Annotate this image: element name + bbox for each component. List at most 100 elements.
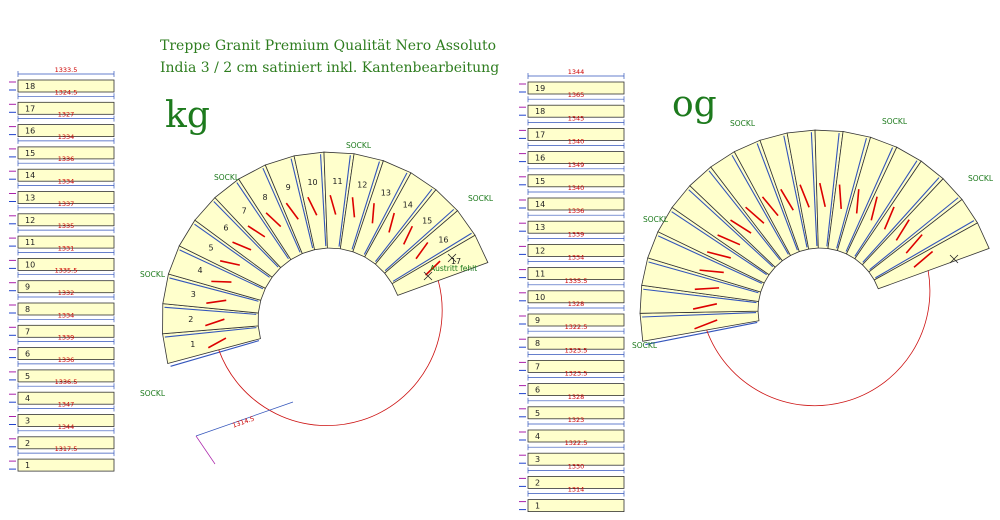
tread-nosing (384, 208, 455, 272)
kg-step-row: 1334 15 (9, 133, 115, 160)
og-step-tread (527, 359, 625, 373)
kg-step-row: 1317.5 1 (9, 445, 115, 472)
kg-step-tread (17, 458, 115, 472)
kg-step-list: 1333.5181324.517132716133415133614133413… (9, 66, 115, 472)
tread-nosing (845, 147, 894, 252)
kg-step-dimension: 1331 (58, 244, 75, 252)
kg-step-tread (17, 168, 115, 182)
og-step-tread (527, 406, 625, 420)
kg-step-tread (17, 124, 115, 137)
sockel-label: SOCKL (643, 215, 669, 224)
red-mark (730, 219, 752, 234)
tread-nosing (869, 197, 959, 271)
kg-step-tread (17, 79, 115, 93)
kg-step-row: 1327 16 (9, 111, 115, 137)
spiral-tread-number: 1 (190, 340, 195, 349)
tread-nosing (375, 188, 433, 262)
title-line-1: Treppe Granit Premium Qualität Nero Asso… (160, 38, 497, 54)
og-step-row: 1334 11 (519, 254, 625, 281)
og-step-number: 13 (535, 223, 545, 232)
og-step-row: 1314 1 (519, 486, 625, 513)
tread-nosing (671, 211, 767, 276)
og-step-dimension: 1323 (568, 416, 585, 424)
og-step-dimension: 1335.5 (565, 277, 588, 285)
kg-step-row: 1336 5 (9, 356, 115, 383)
kg-step-dimension: 1332 (58, 289, 75, 297)
spiral-tread-number: 12 (357, 181, 367, 190)
og-step-tread (527, 267, 625, 281)
red-mark (402, 225, 414, 245)
og-step-dimension: 1323.5 (565, 370, 588, 378)
og-step-dimension: 1345 (568, 114, 585, 122)
tread-nosing (170, 340, 260, 367)
kg-step-number: 2 (25, 439, 30, 448)
red-mark (883, 206, 895, 230)
cross-mark (447, 253, 457, 263)
tread-nosing (810, 132, 818, 247)
tread-nosing (320, 154, 327, 247)
og-step-dimension: 1334 (568, 254, 585, 262)
kg-step-dimension: 1335.5 (55, 267, 78, 275)
og-step-row: 1328 5 (519, 393, 625, 420)
red-mark (717, 234, 741, 246)
tread-nosing (164, 306, 257, 315)
tread-nosing (338, 155, 351, 247)
kg-step-tread (17, 257, 115, 271)
og-spiral: SOCKL SOCKL SOCKL SOCKL SOCKL (632, 117, 994, 407)
og-step-dimension: 1328 (568, 393, 585, 401)
title-line-2: India 3 / 2 cm satiniert inkl. Kantenbea… (160, 60, 500, 76)
red-mark (415, 241, 429, 260)
tread-nosing (169, 277, 259, 302)
tread-nosing (783, 135, 808, 248)
red-mark (761, 196, 779, 217)
og-step-number: 3 (535, 455, 540, 464)
og-step-tread (527, 104, 625, 118)
red-mark (818, 182, 826, 208)
kg-step-number: 5 (25, 372, 30, 381)
spiral-tread-number: 16 (438, 235, 448, 244)
red-mark (694, 287, 720, 291)
spiral-tread-number: 5 (209, 244, 214, 253)
red-mark (692, 303, 718, 310)
og-step-list: 1344191365181345171340161349151340141336… (519, 68, 625, 513)
tread-nosing (213, 201, 279, 268)
kg-step-tread (17, 235, 115, 249)
og-step-number: 10 (535, 293, 545, 302)
tread-nosing (862, 177, 940, 263)
tread-nosing (875, 220, 975, 279)
spiral-tread (391, 234, 489, 296)
red-mark (285, 202, 299, 220)
og-step-tread (527, 290, 625, 304)
kg-step-dimension: 1347 (58, 401, 75, 409)
og-step-number: 7 (535, 362, 540, 371)
og-step-dimension: 1322.5 (565, 439, 588, 447)
red-mark (232, 241, 252, 251)
og-step-number: 15 (535, 177, 545, 186)
og-step-row: 1336 13 (519, 207, 625, 234)
kg-bottom-dimension: 1314.5 (231, 415, 255, 430)
kg-step-dimension: 1334 (58, 311, 75, 319)
og-step-number: 12 (535, 246, 545, 255)
og-step-tread (527, 475, 625, 489)
red-mark (329, 194, 337, 215)
kg-step-row: 1334 7 (9, 311, 115, 338)
og-step-dimension: 1314 (568, 486, 585, 494)
tread-nosing (164, 327, 257, 338)
kg-step-tread (17, 302, 115, 316)
sockel-label: SOCKL (882, 117, 908, 126)
spiral-tread-number: 10 (307, 178, 317, 187)
kg-step-number: 12 (25, 216, 35, 225)
tread-nosing (731, 154, 789, 255)
og-step-tread (527, 383, 625, 397)
og-step-tread (527, 313, 625, 327)
sockel-label: SOCKL (140, 270, 166, 279)
spiral-tread-number: 15 (422, 216, 432, 225)
tread-nosing (854, 160, 918, 257)
og-step-number: 1 (535, 502, 540, 511)
sockel-label: SOCKL (468, 194, 494, 203)
og-step-tread (527, 81, 625, 95)
red-mark (838, 184, 842, 209)
og-step-row: 1322.5 8 (519, 323, 625, 350)
og-step-row: 1340 14 (519, 184, 625, 211)
tread-nosing (262, 167, 301, 253)
